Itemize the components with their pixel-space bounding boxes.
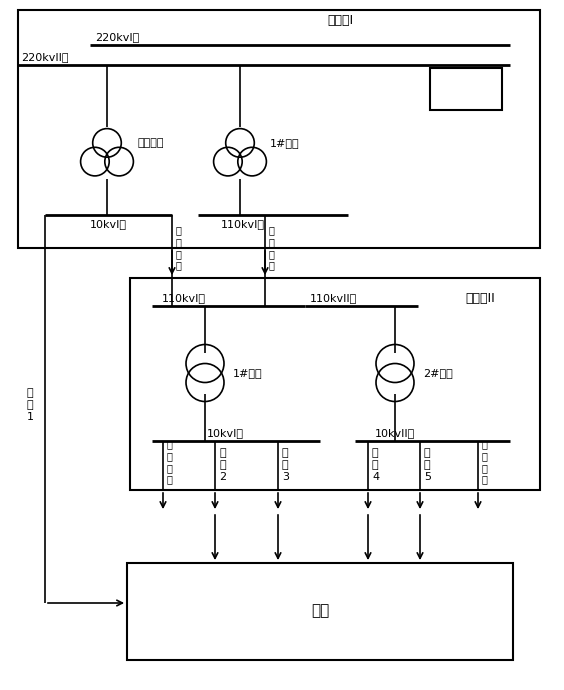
Text: 线
路
5: 线 路 5 (424, 448, 431, 482)
Text: 变电站I: 变电站I (327, 14, 353, 26)
Text: 10kvI母: 10kvI母 (90, 219, 126, 229)
Bar (127, 563, 513, 660)
Text: 2#主变: 2#主变 (423, 368, 453, 378)
Text: 1#主变: 1#主变 (270, 138, 299, 148)
Text: 线
路
4: 线 路 4 (372, 448, 379, 482)
Text: 220kvII母: 220kvII母 (21, 52, 68, 62)
Text: 其他主变: 其他主变 (137, 138, 164, 148)
Bar (130, 278, 540, 490)
Text: 10kvII母: 10kvII母 (375, 428, 415, 438)
Text: 220kvI母: 220kvI母 (95, 32, 139, 42)
Text: 线
路
2: 线 路 2 (219, 448, 226, 482)
Text: 其
他
线
路: 其 他 线 路 (176, 226, 182, 270)
Text: 线
路
1: 线 路 1 (27, 388, 33, 422)
Text: 110kvII母: 110kvII母 (310, 293, 357, 303)
Text: 线
路
3: 线 路 3 (282, 448, 289, 482)
Text: 变电站II: 变电站II (465, 291, 495, 304)
Text: 用户: 用户 (311, 604, 329, 618)
Bar (18, 10, 540, 248)
Text: 110kvI母: 110kvI母 (162, 293, 206, 303)
Text: 其
他
线
路: 其 他 线 路 (167, 440, 173, 484)
Text: 其
他
线
路: 其 他 线 路 (482, 440, 488, 484)
Bar (430, 68, 502, 110)
Text: 其
他
线
路: 其 他 线 路 (269, 226, 275, 270)
Text: 10kvI母: 10kvI母 (206, 428, 244, 438)
Text: 1#主变: 1#主变 (233, 368, 263, 378)
Text: 110kvI母: 110kvI母 (221, 219, 265, 229)
